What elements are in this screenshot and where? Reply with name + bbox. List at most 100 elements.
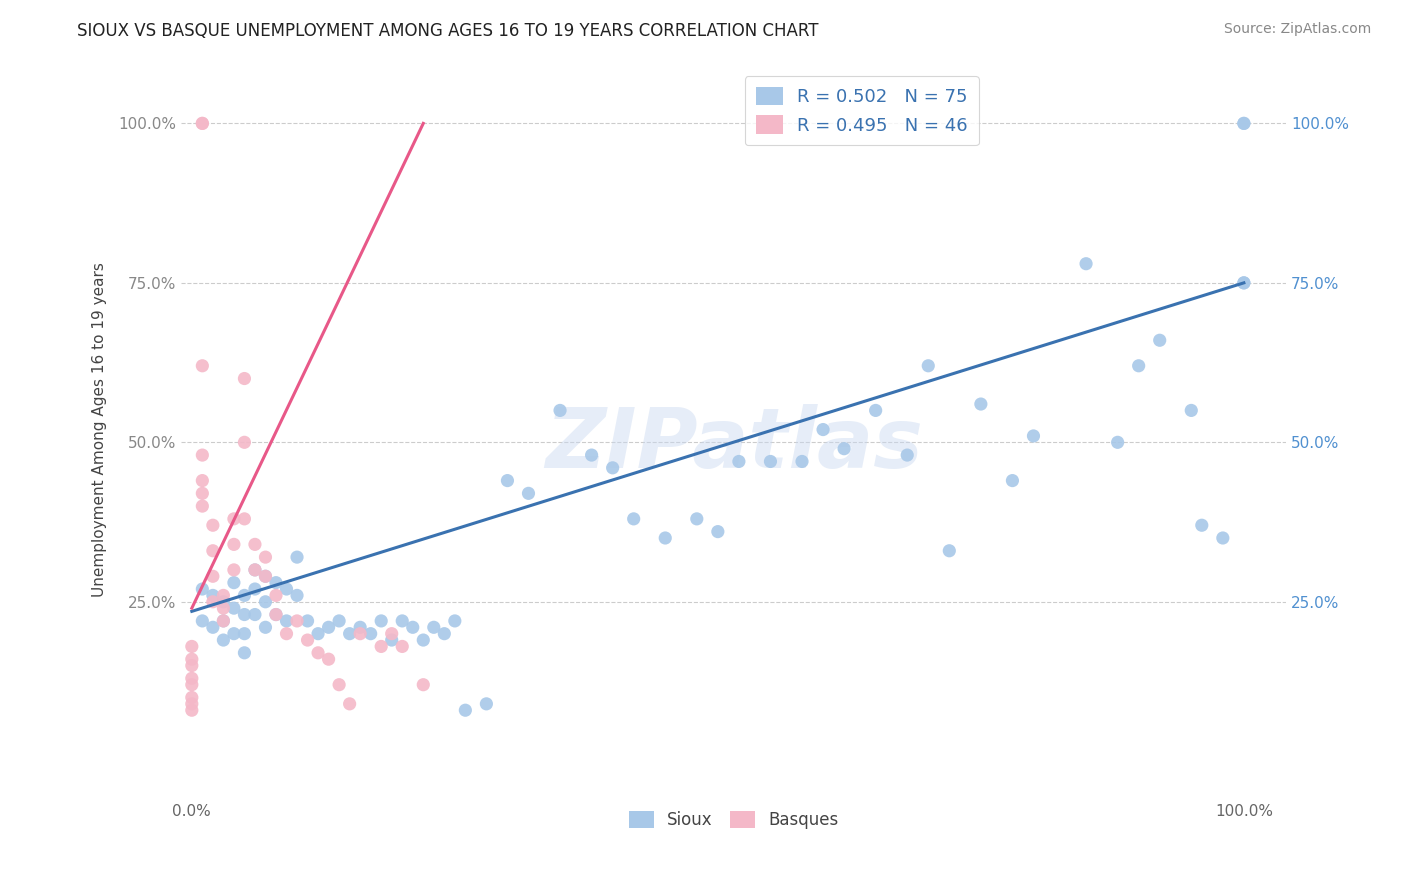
Point [423, 620, 446, 634]
Point [318, 620, 340, 634]
Point [254, 569, 277, 583]
Point [1233, 116, 1256, 130]
Point [222, 512, 245, 526]
Point [328, 614, 350, 628]
Point [264, 588, 287, 602]
Point [201, 620, 224, 634]
Point [443, 614, 465, 628]
Point [264, 607, 287, 622]
Point [454, 703, 477, 717]
Point [180, 703, 202, 717]
Point [339, 697, 361, 711]
Point [1022, 429, 1045, 443]
Point [191, 499, 214, 513]
Point [233, 607, 256, 622]
Point [180, 690, 202, 705]
Point [222, 626, 245, 640]
Point [381, 626, 404, 640]
Point [412, 633, 434, 648]
Point [191, 582, 214, 596]
Text: Source: ZipAtlas.com: Source: ZipAtlas.com [1223, 22, 1371, 37]
Point [297, 614, 319, 628]
Point [790, 454, 813, 468]
Point [191, 614, 214, 628]
Point [307, 646, 329, 660]
Point [1149, 333, 1171, 347]
Point [686, 512, 709, 526]
Point [728, 454, 751, 468]
Point [243, 582, 266, 596]
Point [191, 359, 214, 373]
Point [191, 116, 214, 130]
Point [970, 397, 993, 411]
Point [917, 359, 939, 373]
Point [285, 614, 308, 628]
Point [212, 601, 235, 615]
Point [285, 588, 308, 602]
Point [222, 575, 245, 590]
Point [1074, 257, 1097, 271]
Point [707, 524, 730, 539]
Point [759, 454, 782, 468]
Point [1233, 276, 1256, 290]
Point [212, 595, 235, 609]
Point [254, 550, 277, 565]
Point [180, 658, 202, 673]
Legend: Sioux, Basques: Sioux, Basques [623, 804, 845, 836]
Point [1233, 116, 1256, 130]
Point [233, 435, 256, 450]
Point [938, 543, 960, 558]
Point [1191, 518, 1213, 533]
Point [191, 474, 214, 488]
Point [264, 607, 287, 622]
Point [212, 633, 235, 648]
Point [243, 563, 266, 577]
Point [212, 614, 235, 628]
Point [264, 575, 287, 590]
Point [180, 697, 202, 711]
Point [370, 614, 392, 628]
Point [222, 601, 245, 615]
Point [276, 614, 298, 628]
Point [1233, 276, 1256, 290]
Point [349, 620, 371, 634]
Point [180, 640, 202, 654]
Point [276, 582, 298, 596]
Point [191, 486, 214, 500]
Point [811, 423, 834, 437]
Point [222, 537, 245, 551]
Point [201, 518, 224, 533]
Text: SIOUX VS BASQUE UNEMPLOYMENT AMONG AGES 16 TO 19 YEARS CORRELATION CHART: SIOUX VS BASQUE UNEMPLOYMENT AMONG AGES … [77, 22, 818, 40]
Point [360, 626, 382, 640]
Point [328, 678, 350, 692]
Point [832, 442, 855, 456]
Point [297, 633, 319, 648]
Point [233, 646, 256, 660]
Point [180, 671, 202, 685]
Point [201, 595, 224, 609]
Point [370, 640, 392, 654]
Point [391, 614, 413, 628]
Point [391, 640, 413, 654]
Point [517, 486, 540, 500]
Point [212, 588, 235, 602]
Point [402, 620, 425, 634]
Point [896, 448, 918, 462]
Point [318, 652, 340, 666]
Point [285, 550, 308, 565]
Point [254, 620, 277, 634]
Point [865, 403, 887, 417]
Point [243, 607, 266, 622]
Point [233, 626, 256, 640]
Point [1212, 531, 1234, 545]
Point [602, 460, 624, 475]
Point [233, 588, 256, 602]
Point [1180, 403, 1202, 417]
Point [623, 512, 645, 526]
Point [1107, 435, 1129, 450]
Point [254, 595, 277, 609]
Point [254, 569, 277, 583]
Point [1001, 474, 1024, 488]
Point [201, 588, 224, 602]
Point [548, 403, 571, 417]
